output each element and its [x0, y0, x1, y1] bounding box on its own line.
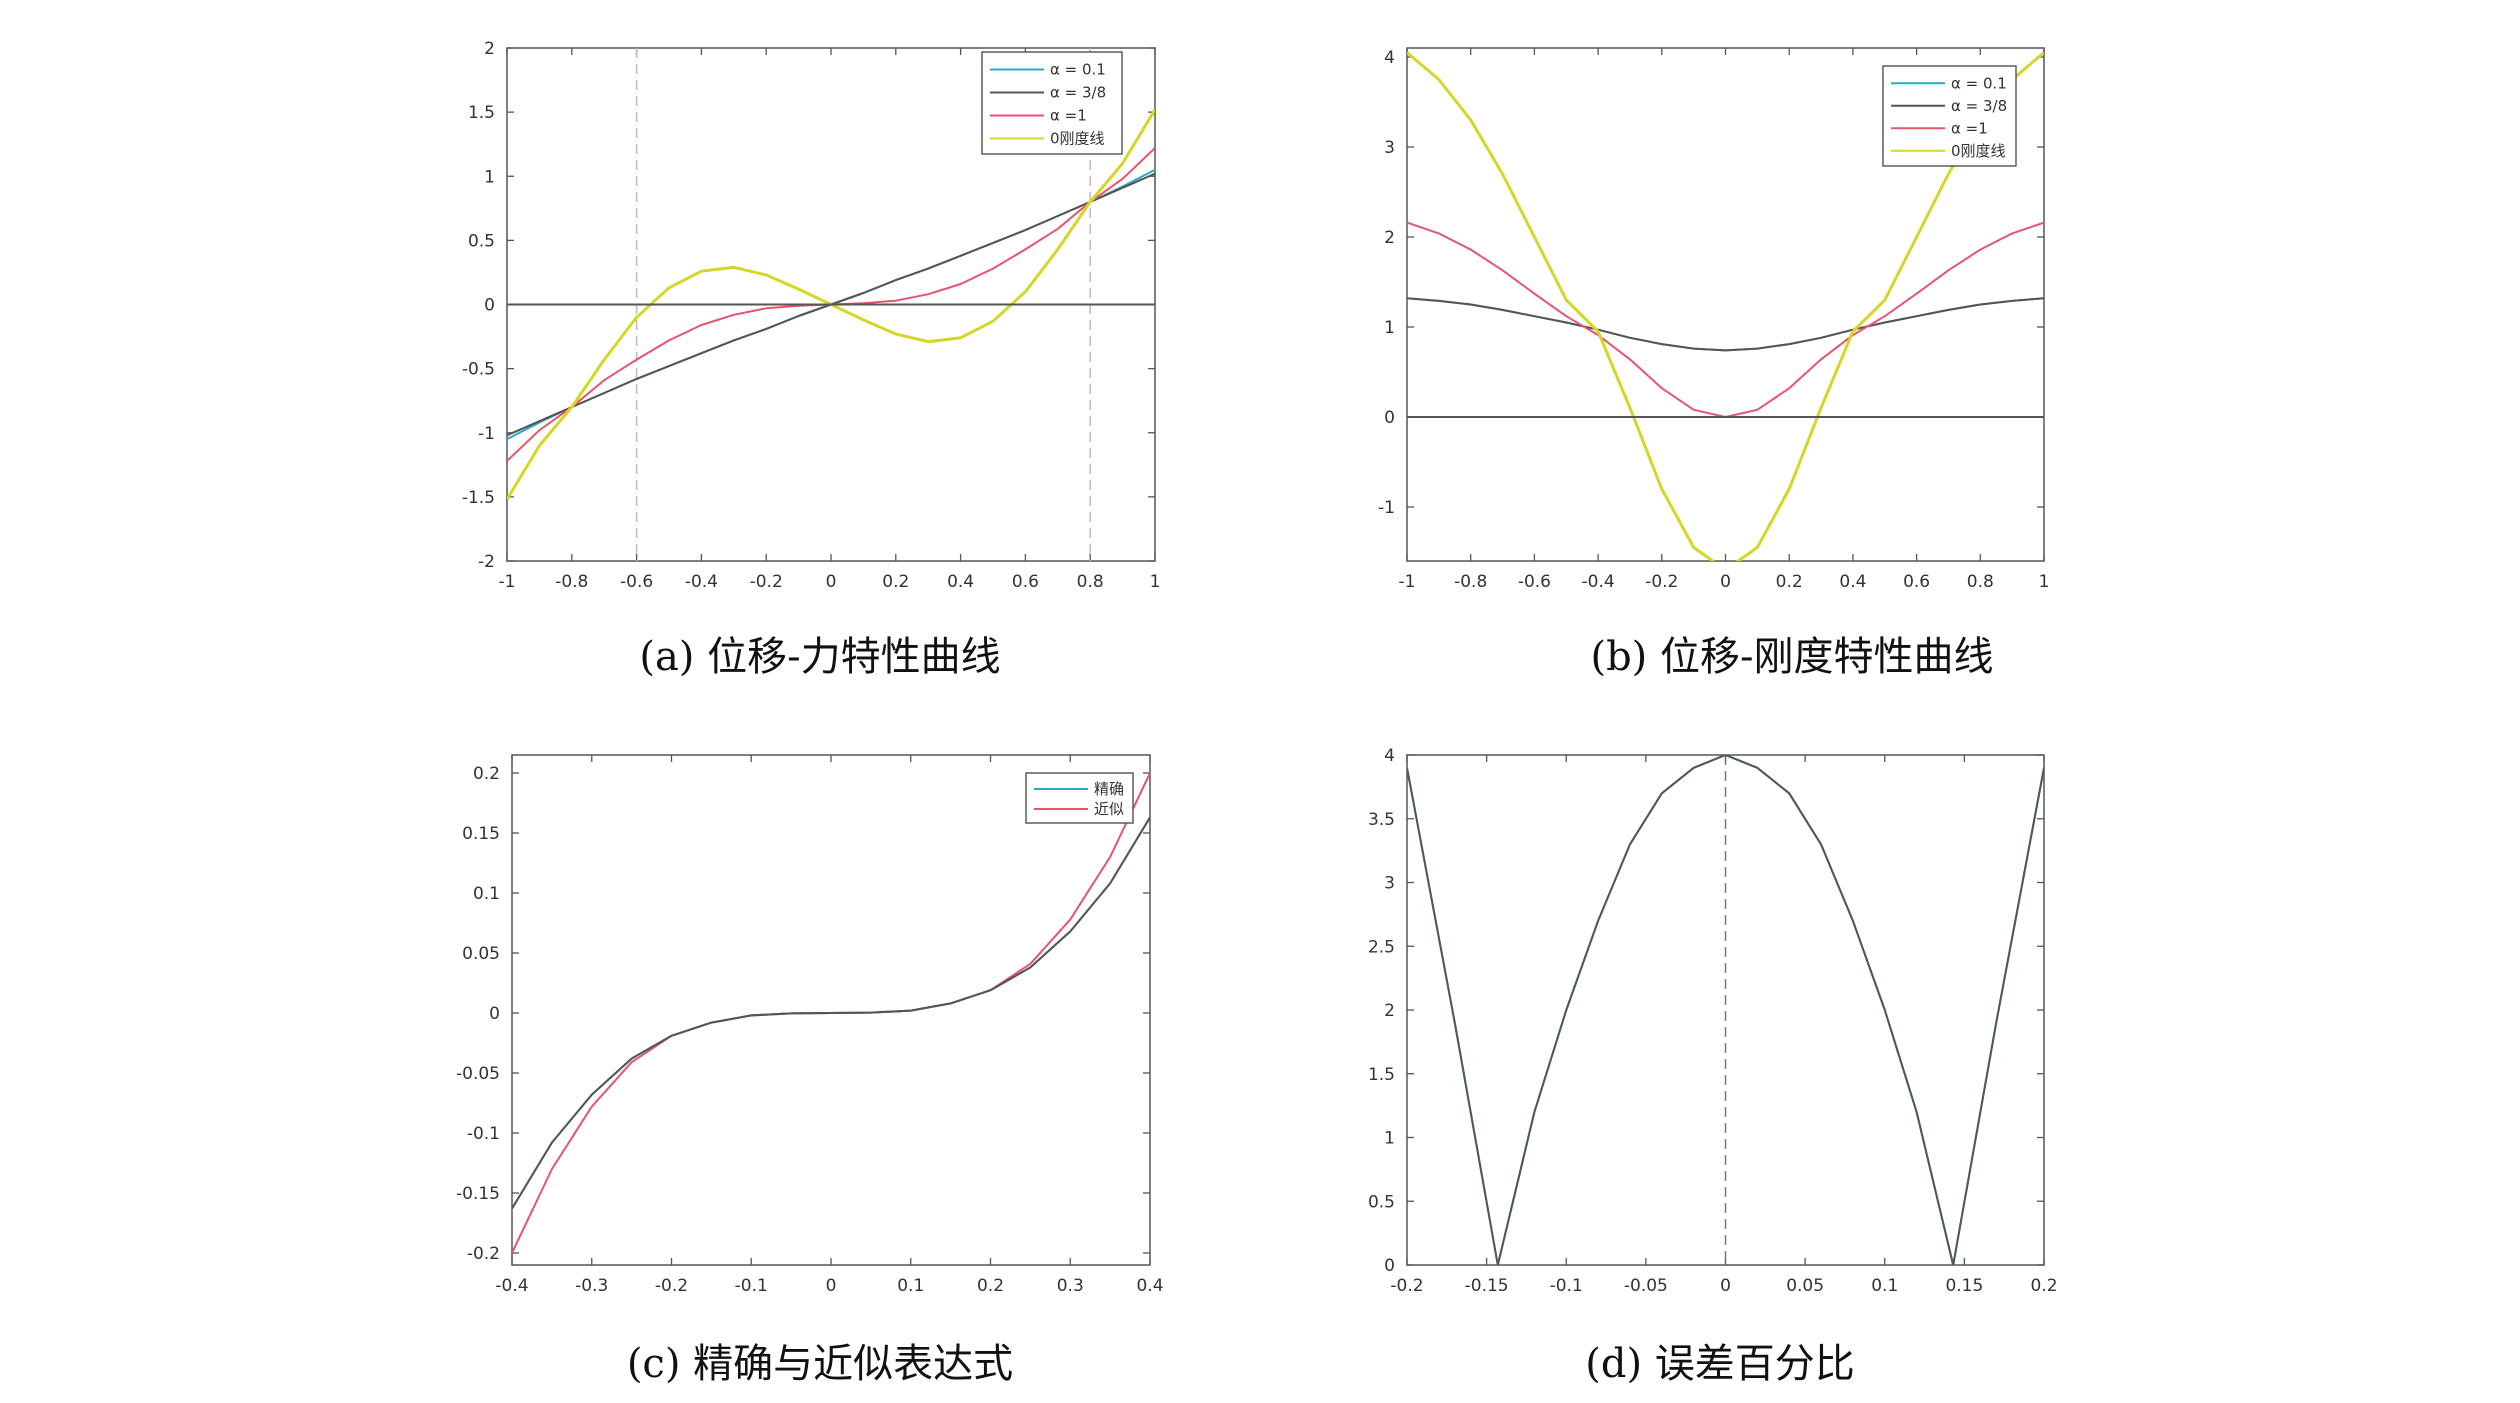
chart-c: -0.4 -0.3 -0.2 -0.1 0 0.1 0.2 0.3 0.4 -0.2 -0.15 -0…	[456, 754, 1164, 1387]
y-tick-label: -0.05	[456, 1064, 500, 1084]
legend-label: α = 3/8	[1050, 84, 1106, 102]
x-tick-label: 0.6	[1012, 572, 1039, 592]
y-tick-label: 0.2	[473, 764, 500, 784]
legend-label: α =1	[1050, 107, 1087, 125]
series-line-b-1	[1407, 297, 2044, 352]
x-tick-label: 0.1	[897, 1276, 924, 1296]
x-tick-label: 1	[2039, 572, 2050, 592]
x-tick-label: 0.8	[1967, 572, 1994, 592]
x-tick-label: 0	[1720, 1276, 1731, 1296]
x-tick-label: -0.4	[495, 1276, 528, 1296]
y-tick-label: 3	[1384, 138, 1395, 158]
x-tick-label: -0.1	[735, 1276, 768, 1296]
plot-area	[511, 754, 1151, 1266]
legend-label: α =1	[1951, 119, 1988, 137]
x-tick-label: -0.2	[1645, 572, 1678, 592]
y-tick-label: -1	[1378, 498, 1395, 518]
legend-label: 0刚度线	[1951, 142, 2006, 160]
x-tick-label: -0.2	[750, 572, 783, 592]
x-tick-label: 0.2	[977, 1276, 1004, 1296]
y-tick-label: -1	[478, 424, 495, 444]
x-tick-label: 0	[826, 1276, 837, 1296]
legend-label: 0刚度线	[1050, 130, 1105, 148]
x-tick-label: 0	[826, 572, 837, 592]
legend-label: 精确	[1094, 780, 1124, 798]
chart-a: -1 -0.8 -0.6 -0.4 -0.2 0 0.2 0.4 0.6 0.8 1 -2 -1.5 -1…	[462, 39, 1161, 680]
y-tick-label: 0	[484, 296, 495, 316]
y-tick-label: 3	[1384, 874, 1395, 894]
x-tick-label: 0.4	[947, 572, 974, 592]
y-tick-label: -0.15	[456, 1184, 500, 1204]
y-tick-label: 0.1	[473, 884, 500, 904]
y-tick-label: 4	[1384, 746, 1395, 766]
x-tick-label: -0.2	[1390, 1276, 1423, 1296]
y-tick-label: 1	[1384, 1129, 1395, 1149]
series-line-d-1	[1407, 755, 2044, 1265]
x-tick-label: 0.8	[1077, 572, 1104, 592]
y-tick-label: 0.5	[468, 231, 495, 251]
x-tick-label: -0.4	[1582, 572, 1615, 592]
chart-d: -0.2 -0.15 -0.1 -0.05 0 0.05 0.1 0.15 0.2 0 0.5 1 1.…	[1368, 746, 2058, 1387]
x-tick-label: -0.6	[1518, 572, 1551, 592]
x-tick-label: 0.05	[1786, 1276, 1824, 1296]
x-tick-label: 0.2	[2030, 1276, 2057, 1296]
x-tick-label: -0.8	[1454, 572, 1487, 592]
y-tick-label: 3.5	[1368, 810, 1395, 830]
x-tick-label: -1	[499, 572, 516, 592]
x-tick-label: -0.6	[620, 572, 653, 592]
legend-label: α = 0.1	[1951, 74, 2007, 92]
chart-caption: (d) 误差百分比	[1585, 1341, 1855, 1387]
y-tick-label: 0.05	[462, 944, 500, 964]
y-tick-label: -0.5	[462, 360, 495, 380]
y-tick-label: -1.5	[462, 488, 495, 508]
y-tick-label: 2	[1384, 1001, 1395, 1021]
y-tick-label: 4	[1384, 48, 1395, 68]
x-tick-label: -0.1	[1550, 1276, 1583, 1296]
y-tick-label: 2	[484, 39, 495, 59]
y-tick-label: 1.5	[1368, 1065, 1395, 1085]
legend-label: α = 0.1	[1050, 61, 1106, 79]
x-tick-label: 0.1	[1871, 1276, 1898, 1296]
legend-box	[1025, 772, 1134, 824]
chart-b: -1 -0.8 -0.6 -0.4 -0.2 0 0.2 0.4 0.6 0.8 1 -1 0 1 2 3 4 α…	[1378, 47, 2050, 680]
series-line-c-2	[512, 816, 1150, 1210]
y-tick-label: 0.15	[462, 824, 500, 844]
y-tick-label: 1.5	[468, 103, 495, 123]
chart-caption: (b) 位移-刚度特性曲线	[1590, 634, 1993, 680]
x-tick-label: -1	[1399, 572, 1416, 592]
y-tick-label: 2	[1384, 228, 1395, 248]
x-tick-label: -0.2	[655, 1276, 688, 1296]
y-tick-label: -0.1	[467, 1124, 500, 1144]
y-tick-label: -2	[478, 552, 495, 572]
x-tick-label: 0.2	[882, 572, 909, 592]
x-tick-label: -0.8	[555, 572, 588, 592]
x-tick-label: -0.4	[685, 572, 718, 592]
x-tick-label: -0.15	[1465, 1276, 1509, 1296]
y-tick-label: 1	[1384, 318, 1395, 338]
legend-label: 近似	[1094, 800, 1124, 818]
series-line-b-3	[1407, 51, 2044, 561]
chart-caption: (a) 位移-力特性曲线	[639, 634, 1000, 680]
y-tick-label: 2.5	[1368, 937, 1395, 957]
x-tick-label: 1	[1150, 572, 1161, 592]
chart-caption: (c) 精确与近似表达式	[627, 1341, 1013, 1387]
legend-label: α = 3/8	[1951, 97, 2007, 115]
x-tick-label: 0.2	[1776, 572, 1803, 592]
x-tick-label: 0.4	[1136, 1276, 1163, 1296]
x-tick-label: -0.3	[575, 1276, 608, 1296]
y-tick-label: -0.2	[467, 1244, 500, 1264]
y-tick-label: 0	[1384, 1256, 1395, 1276]
y-tick-label: 1	[484, 167, 495, 187]
x-tick-label: 0.3	[1057, 1276, 1084, 1296]
y-tick-label: 0	[489, 1004, 500, 1024]
x-tick-label: -0.05	[1624, 1276, 1668, 1296]
y-tick-label: 0	[1384, 408, 1395, 428]
x-tick-label: 0	[1720, 572, 1731, 592]
x-tick-label: 0.6	[1903, 572, 1930, 592]
x-tick-label: 0.4	[1839, 572, 1866, 592]
y-tick-label: 0.5	[1368, 1192, 1395, 1212]
x-tick-label: 0.15	[1945, 1276, 1983, 1296]
